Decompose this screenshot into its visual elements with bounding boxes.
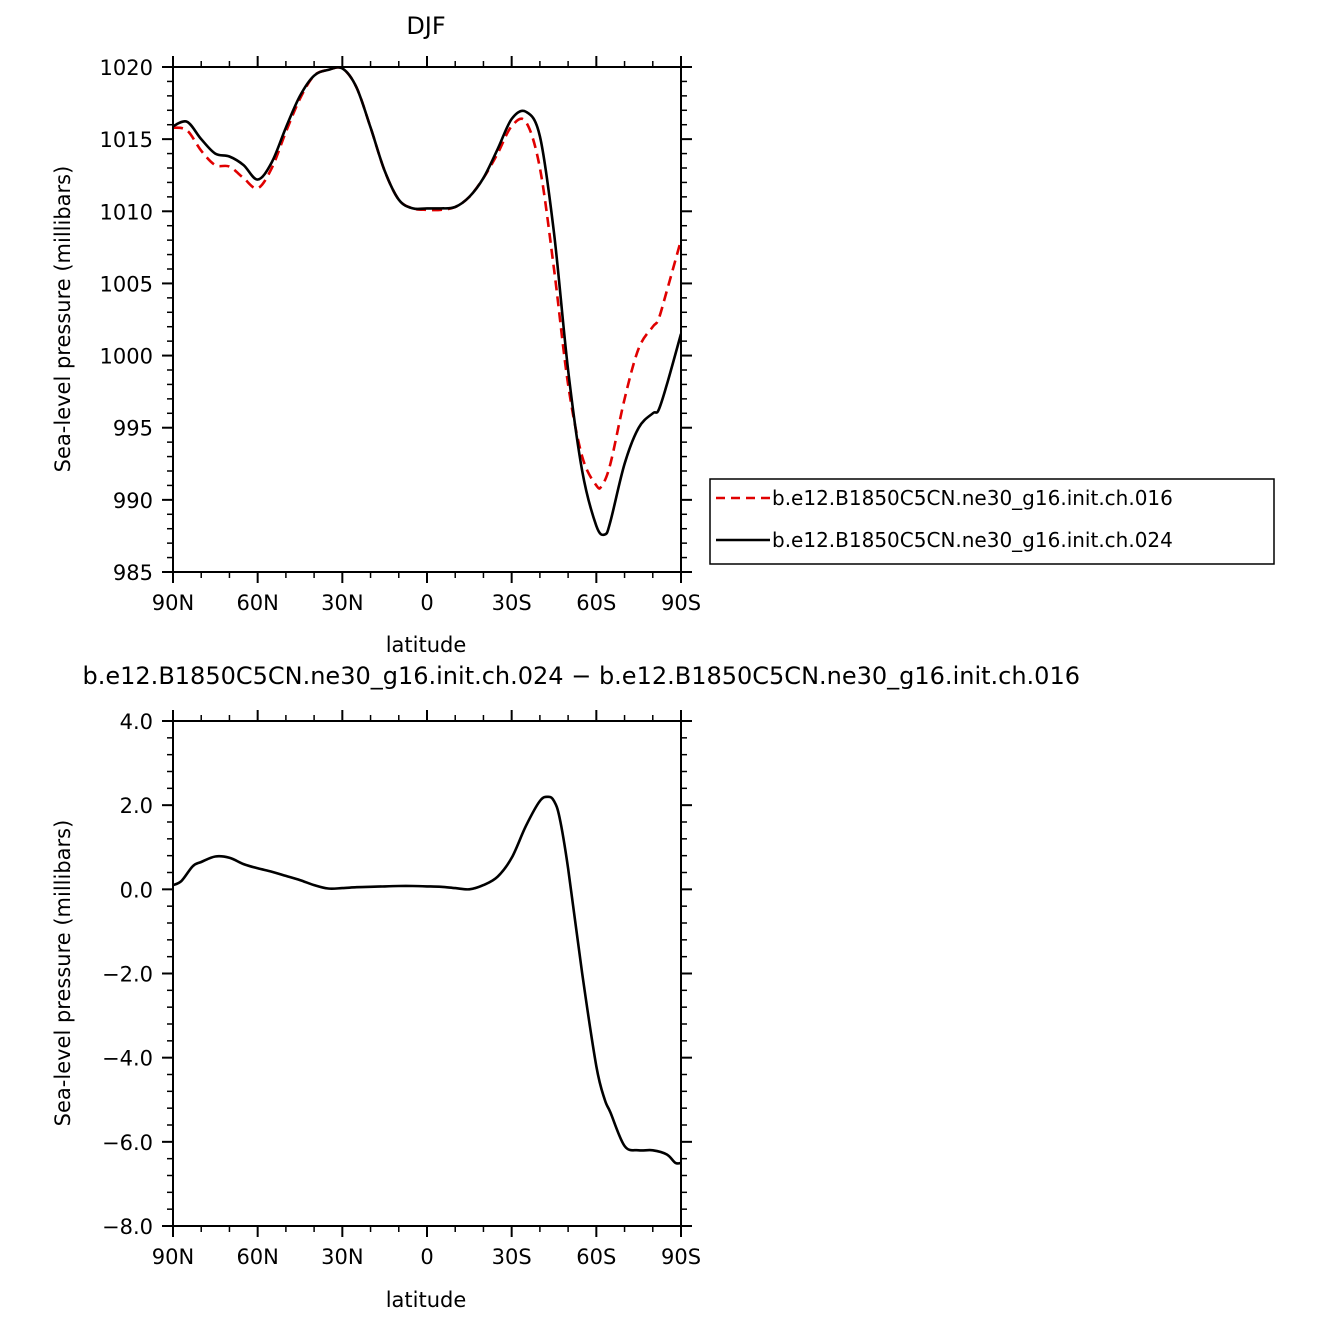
bottom-y-tick-label: 2.0 [120, 794, 153, 818]
top-x-tick-label: 60S [576, 591, 616, 615]
top-x-tick-label: 30S [492, 591, 532, 615]
top-y-tick-label: 1000 [100, 345, 153, 369]
top-x-axis-label: latitude [386, 633, 467, 657]
top-plot-area: 90N 60N 30N 0 30S 60S 90S 1020 1015 1010 1005 1000 9… [100, 56, 701, 615]
bottom-y-tick-label: −8.0 [102, 1215, 153, 1239]
bottom-y-tick-label: −6.0 [102, 1131, 153, 1155]
bottom-y-tick-label: −4.0 [102, 1047, 153, 1071]
top-x-tick-label: 90N [152, 591, 194, 615]
legend-label-series-024: b.e12.B1850C5CN.ne30_g16.init.ch.024 [772, 528, 1173, 552]
top-series-line-0 [173, 67, 681, 490]
legend-box [709, 478, 1275, 565]
bottom-series-line-0 [173, 795, 681, 1165]
top-y-tick-label: 990 [113, 489, 153, 513]
bottom-y-tick-label: −2.0 [102, 963, 153, 987]
top-y-axis-label: Sea-level pressure (millibars) [51, 166, 75, 473]
bottom-x-tick-label: 90N [152, 1245, 194, 1269]
top-y-tick-label: 995 [113, 417, 153, 441]
top-x-tick-label: 90S [661, 591, 701, 615]
bottom-x-tick-label: 30S [492, 1245, 532, 1269]
top-plot-frame [172, 66, 682, 573]
bottom-chart-title: b.e12.B1850C5CN.ne30_g16.init.ch.024 − b… [83, 662, 1080, 690]
top-y-tick-label: 1020 [100, 56, 153, 80]
top-y-tick-label: 1015 [100, 128, 153, 152]
bottom-x-tick-label: 30N [321, 1245, 363, 1269]
legend: b.e12.B1850C5CN.ne30_g16.init.ch.016 b.e… [709, 478, 1275, 565]
bottom-y-tick-label: 4.0 [120, 710, 153, 734]
top-y-tick-label: 1005 [100, 272, 153, 296]
bottom-x-tick-label: 90S [661, 1245, 701, 1269]
bottom-chart-panel: b.e12.B1850C5CN.ne30_g16.init.ch.024 − b… [51, 662, 1080, 1312]
top-x-tick-label: 30N [321, 591, 363, 615]
top-series-line-1 [173, 67, 681, 537]
bottom-plot-area: 90N 60N 30N 0 30S 60S 90S 4.0 2.0 0.0 −2.0 −4.0 −6.0… [102, 710, 701, 1269]
bottom-y-tick-label: 0.0 [120, 878, 153, 902]
legend-label-series-016: b.e12.B1850C5CN.ne30_g16.init.ch.016 [772, 486, 1173, 510]
bottom-x-tick-label: 60S [576, 1245, 616, 1269]
top-x-tick-label: 60N [236, 591, 278, 615]
bottom-plot-frame [172, 720, 682, 1227]
bottom-x-axis-label: latitude [386, 1288, 467, 1312]
top-y-tick-label: 985 [113, 561, 153, 585]
bottom-x-tick-label: 60N [236, 1245, 278, 1269]
bottom-x-tick-label: 0 [420, 1245, 433, 1269]
top-y-tick-label: 1010 [100, 200, 153, 224]
top-chart-panel: DJF 90N 60N 30N 0 30S 60S 90S 1020 1015 1010 1005 1… [51, 12, 1275, 657]
bottom-y-axis-label: Sea-level pressure (millibars) [51, 820, 75, 1127]
top-chart-title: DJF [406, 12, 445, 40]
top-x-tick-label: 0 [420, 591, 433, 615]
